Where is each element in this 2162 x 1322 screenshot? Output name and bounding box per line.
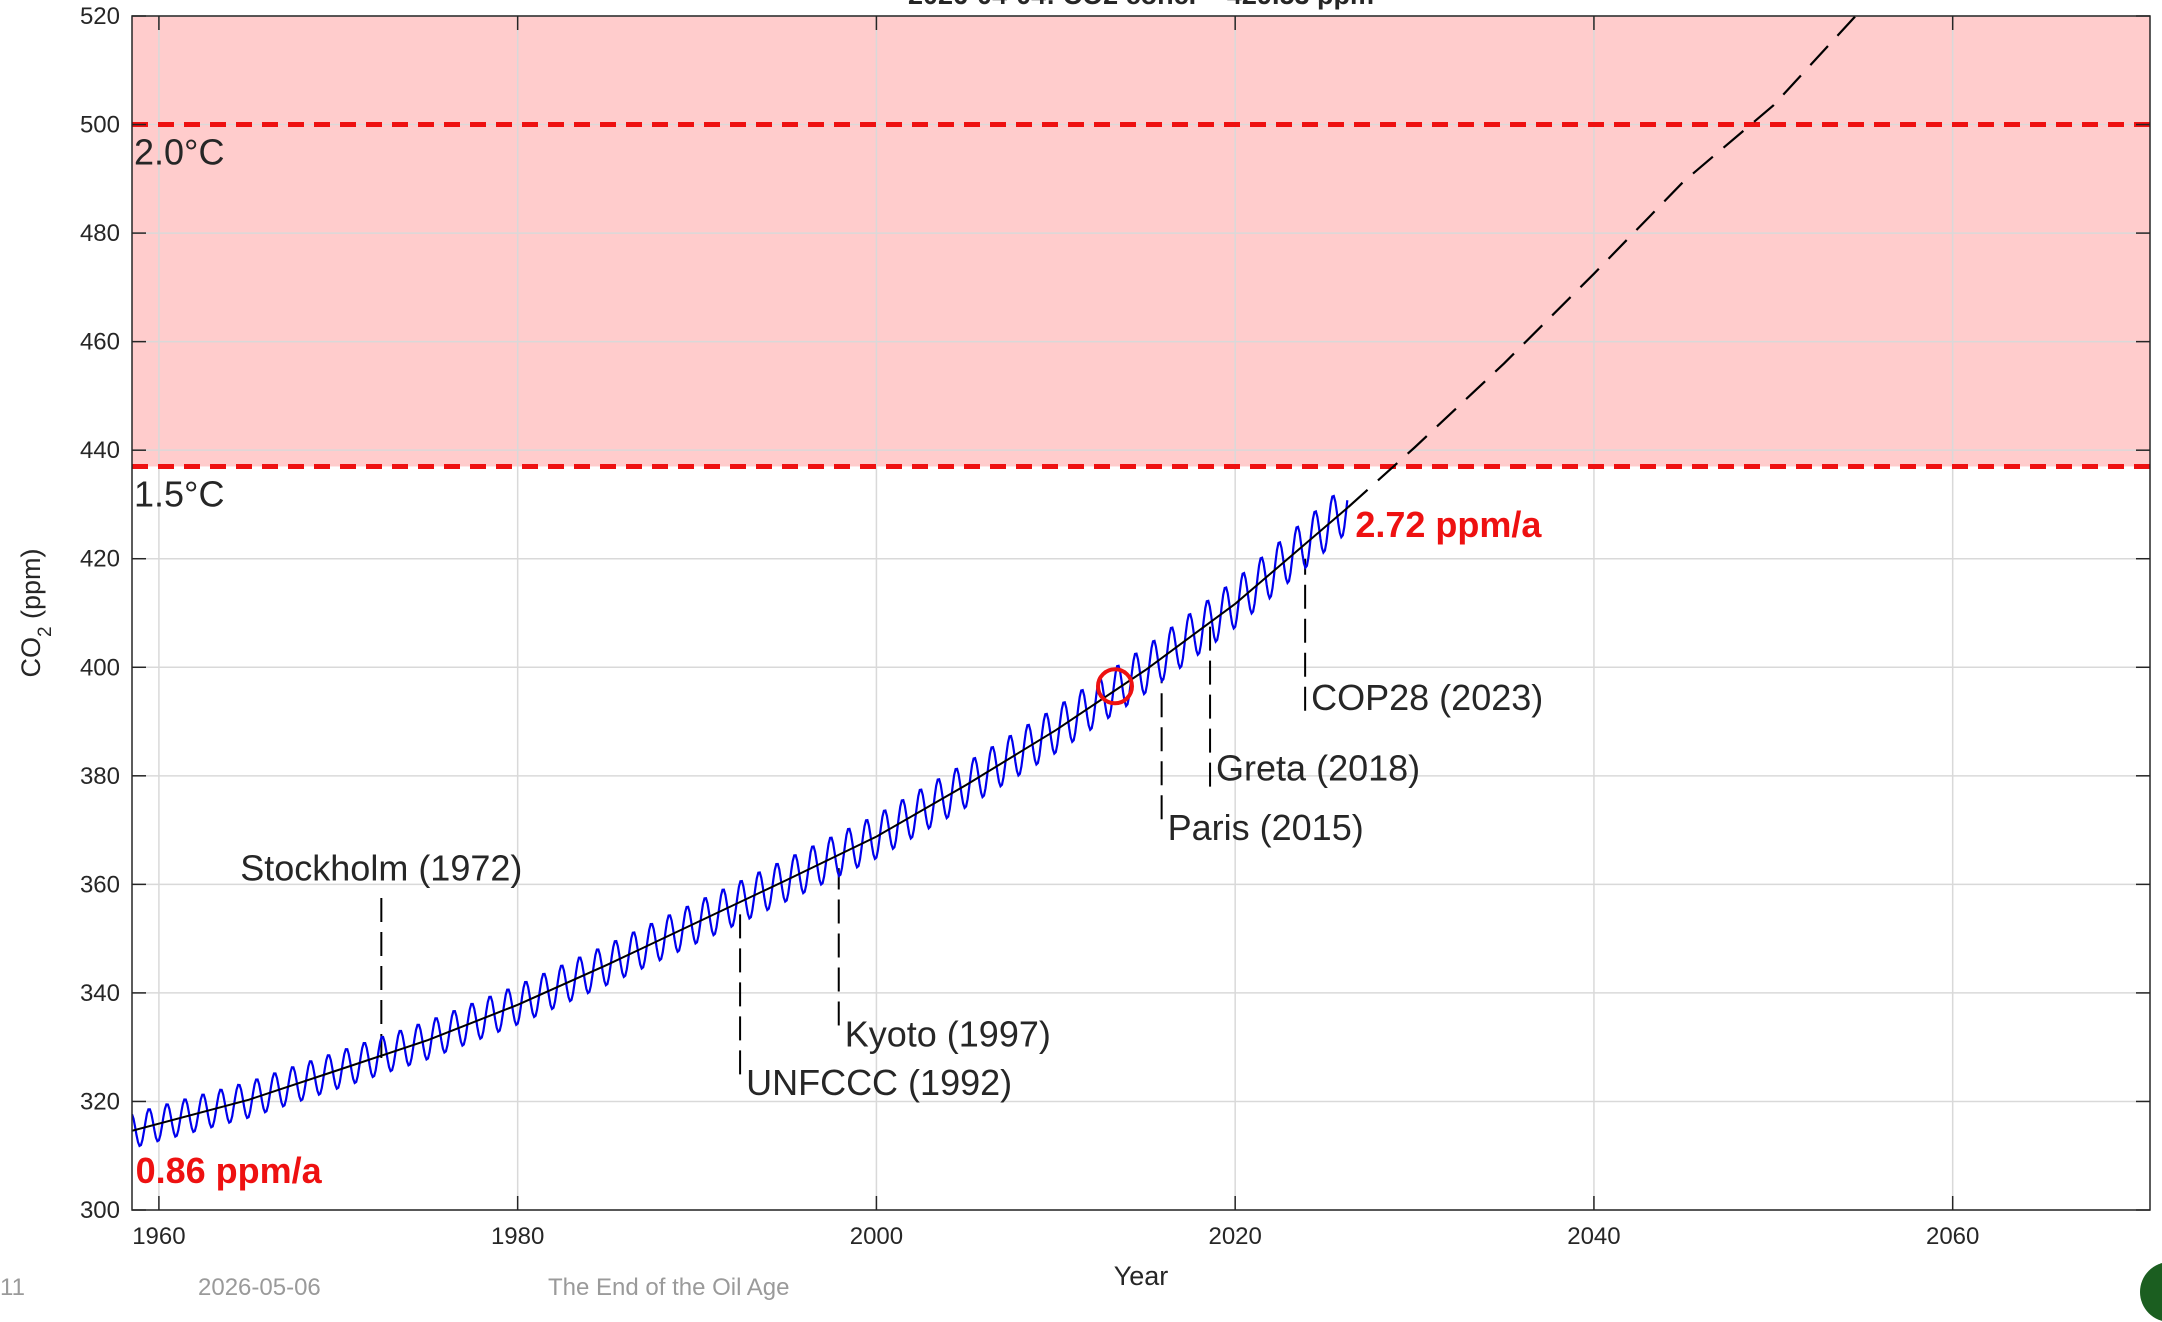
rate-label: 0.86 ppm/a <box>136 1150 323 1191</box>
axis-ticks: 1960 1980 2000 2020 2040 2060 300 320 340 360 380 4… <box>80 3 2150 1250</box>
event-label: Greta (2018) <box>1216 747 1420 788</box>
slide-number: 11 <box>0 1274 25 1301</box>
y-tick-label: 360 <box>80 871 120 898</box>
danger-zone-area <box>132 16 2150 467</box>
x-tick-label: 2040 <box>1567 1223 1620 1250</box>
y-tick-label: 340 <box>80 980 120 1007</box>
x-axis-label: Year <box>1114 1261 1169 1291</box>
rate-label: 2.72 ppm/a <box>1355 504 1542 545</box>
event-markers: Stockholm (1972) UNFCCC (1992) Kyoto (1997… <box>240 558 1543 1103</box>
y-tick-label: 520 <box>80 3 120 30</box>
monthly-co2-line <box>132 494 1349 1148</box>
deck-title: The End of the Oil Age <box>548 1274 790 1301</box>
y-tick-label: 480 <box>80 220 120 247</box>
danger-zone <box>132 16 2150 467</box>
y-tick-label: 440 <box>80 437 120 464</box>
y-tick-label: 460 <box>80 329 120 356</box>
x-tick-label: 2020 <box>1208 1223 1261 1250</box>
plot-frame <box>131 15 2151 1211</box>
highlight-circle <box>1095 667 1134 706</box>
chart-title: 2026-04-04: CO2 conc. = 429.53 ppm <box>908 0 1374 10</box>
event-label: UNFCCC (1992) <box>746 1062 1012 1103</box>
y-tick-label: 320 <box>80 1088 120 1115</box>
y-tick-label: 400 <box>80 654 120 681</box>
projection-line <box>1347 16 1858 509</box>
event-label: COP28 (2023) <box>1311 677 1543 718</box>
slide-date: 2026-05-06 <box>198 1274 321 1301</box>
y-tick-label: 420 <box>80 546 120 573</box>
x-tick-label: 2000 <box>850 1223 903 1250</box>
y-tick-label: 300 <box>80 1197 120 1224</box>
event-label: Stockholm (1972) <box>240 847 522 888</box>
x-tick-label: 1960 <box>132 1223 185 1250</box>
x-tick-label: 2060 <box>1926 1223 1979 1250</box>
event-label: Kyoto (1997) <box>845 1013 1051 1054</box>
rate-labels: 0.86 ppm/a 2.72 ppm/a <box>136 504 1543 1191</box>
event-label: Paris (2015) <box>1168 807 1364 848</box>
threshold-lines: 1.5°C 2.0°C <box>132 122 2150 514</box>
co2-chart: 2026-04-04: CO2 conc. = 429.53 ppm 1.5°C… <box>16 0 2151 1291</box>
highlight-marker <box>1095 667 1134 706</box>
y-tick-label: 380 <box>80 763 120 790</box>
threshold-label: 2.0°C <box>134 132 224 173</box>
y-axis-label: CO2 (ppm) <box>16 548 56 677</box>
y-tick-label: 500 <box>80 112 120 139</box>
x-tick-label: 1980 <box>491 1223 544 1250</box>
threshold-label: 1.5°C <box>134 473 224 514</box>
